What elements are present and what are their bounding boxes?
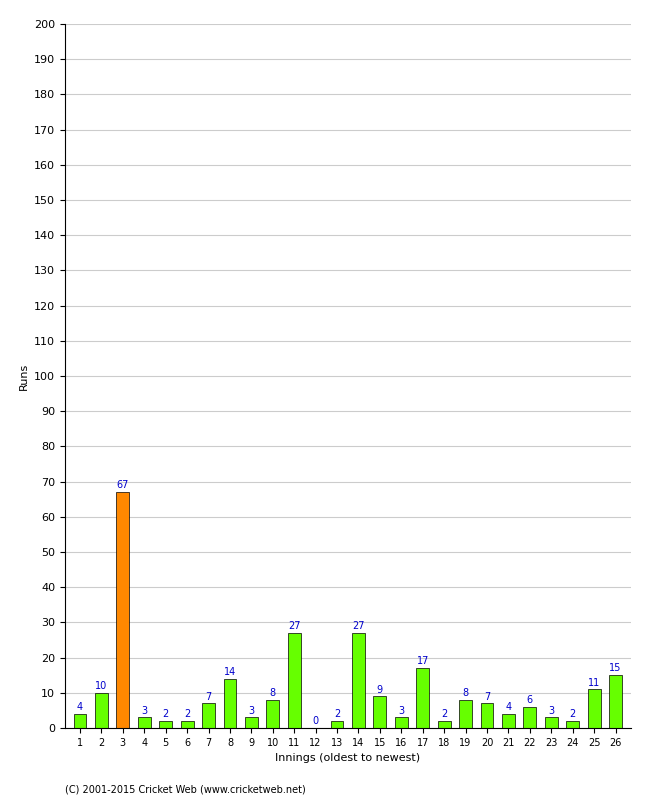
Text: 7: 7: [205, 691, 212, 702]
Text: 3: 3: [398, 706, 404, 716]
Text: 11: 11: [588, 678, 600, 687]
Text: 67: 67: [116, 480, 129, 490]
Text: 3: 3: [141, 706, 148, 716]
Bar: [266, 700, 280, 728]
Bar: [459, 700, 472, 728]
Bar: [609, 675, 622, 728]
Text: 2: 2: [334, 709, 340, 719]
Bar: [73, 714, 86, 728]
Bar: [395, 718, 408, 728]
Text: 8: 8: [463, 688, 469, 698]
Bar: [566, 721, 579, 728]
Bar: [523, 707, 536, 728]
Text: 8: 8: [270, 688, 276, 698]
Y-axis label: Runs: Runs: [19, 362, 29, 390]
Text: 4: 4: [505, 702, 512, 712]
Text: 9: 9: [377, 685, 383, 694]
Text: 15: 15: [609, 663, 621, 674]
Text: 27: 27: [288, 621, 300, 631]
X-axis label: Innings (oldest to newest): Innings (oldest to newest): [275, 754, 421, 763]
Bar: [416, 668, 429, 728]
Text: 2: 2: [569, 709, 576, 719]
Bar: [502, 714, 515, 728]
Text: 7: 7: [484, 691, 490, 702]
Bar: [288, 633, 300, 728]
Bar: [95, 693, 108, 728]
Bar: [588, 690, 601, 728]
Bar: [245, 718, 258, 728]
Bar: [138, 718, 151, 728]
Text: 3: 3: [248, 706, 254, 716]
Bar: [352, 633, 365, 728]
Bar: [331, 721, 343, 728]
Bar: [374, 696, 386, 728]
Text: 2: 2: [184, 709, 190, 719]
Text: 4: 4: [77, 702, 83, 712]
Text: 6: 6: [526, 695, 533, 705]
Text: 0: 0: [313, 716, 318, 726]
Bar: [480, 703, 493, 728]
Text: 2: 2: [441, 709, 447, 719]
Bar: [202, 703, 215, 728]
Text: 27: 27: [352, 621, 365, 631]
Text: 17: 17: [417, 656, 429, 666]
Text: 10: 10: [96, 681, 107, 691]
Bar: [437, 721, 450, 728]
Text: 3: 3: [548, 706, 554, 716]
Text: (C) 2001-2015 Cricket Web (www.cricketweb.net): (C) 2001-2015 Cricket Web (www.cricketwe…: [65, 784, 306, 794]
Text: 14: 14: [224, 667, 236, 677]
Bar: [159, 721, 172, 728]
Bar: [224, 678, 237, 728]
Bar: [181, 721, 194, 728]
Text: 2: 2: [162, 709, 169, 719]
Bar: [116, 492, 129, 728]
Bar: [545, 718, 558, 728]
